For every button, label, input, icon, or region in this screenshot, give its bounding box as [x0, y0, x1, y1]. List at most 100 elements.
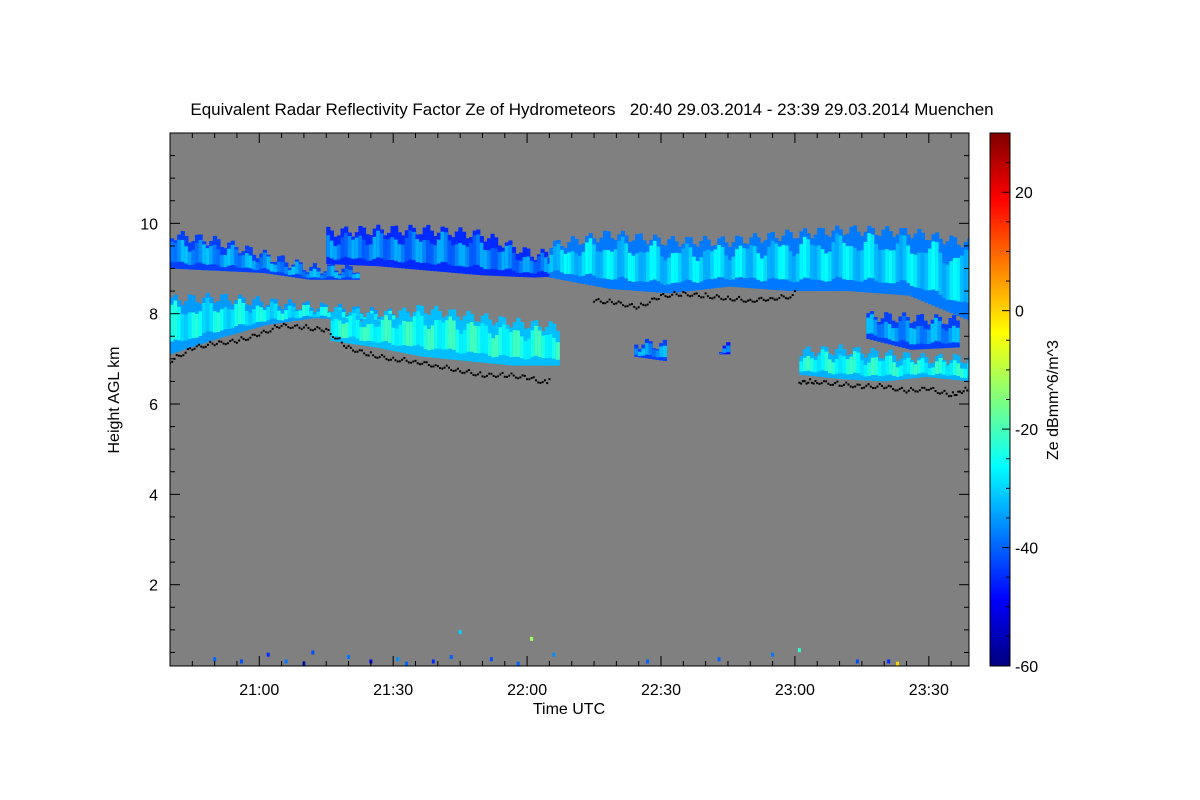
cloud-base-point	[962, 390, 965, 393]
cloud-core-cell	[627, 252, 633, 281]
cloud-core-cell	[892, 362, 897, 376]
cloud-core-cell	[806, 239, 811, 279]
cloud-core-cell	[888, 355, 893, 375]
cloud-core-cell	[606, 250, 611, 280]
cloud-base-point	[637, 306, 640, 309]
cloud-base-point	[539, 381, 542, 384]
cloud-base-point	[416, 362, 419, 365]
cloud-core-cell	[802, 236, 808, 278]
cloud-base-point	[843, 383, 846, 386]
cloud-core-cell	[942, 263, 947, 299]
cloud-base-point	[668, 295, 671, 298]
cloud-core-cell	[916, 326, 921, 344]
cloud-core-cell	[952, 360, 958, 375]
cloud-core-cell	[534, 326, 539, 356]
cloud-core-cell	[198, 239, 203, 263]
cloud-core-cell	[336, 244, 342, 260]
cloud-base-point	[322, 330, 325, 333]
cloud-base-point	[336, 337, 339, 340]
cloud-base-point	[452, 370, 455, 373]
cloud-core-cell	[340, 237, 345, 258]
cloud-core-cell	[899, 365, 904, 377]
cloud-core-cell	[888, 250, 893, 284]
cloud-core-cell	[348, 270, 353, 278]
cloud-core-cell	[881, 360, 886, 377]
clutter-point	[530, 636, 534, 641]
cloud-base-point	[742, 300, 745, 303]
cloud-core-cell	[358, 235, 363, 259]
cloud-core-cell	[810, 358, 815, 372]
cloud-base-point	[648, 301, 651, 304]
cloud-base-point	[930, 387, 933, 390]
cloud-core-cell	[494, 335, 500, 357]
cloud-base-point	[615, 302, 618, 305]
cloud-core-cell	[198, 311, 203, 337]
cloud-core-cell	[944, 331, 950, 344]
cloud-core-cell	[802, 357, 808, 371]
plot-background	[170, 133, 969, 666]
colorbar-label: Ze dBmm^6/m^3	[1045, 340, 1062, 460]
cloud-core-cell	[522, 257, 527, 273]
cloud-base-point	[740, 298, 743, 301]
cloud-core-cell	[173, 300, 178, 340]
cloud-base-point	[425, 361, 428, 364]
cloud-core-cell	[817, 355, 822, 372]
cloud-core-cell	[269, 263, 275, 272]
cloud-core-cell	[341, 272, 346, 278]
cloud-base-point	[874, 386, 877, 389]
cloud-core-cell	[287, 270, 293, 276]
clutter-point	[213, 657, 217, 662]
cloud-base-point	[490, 372, 493, 375]
cloud-core-cell	[194, 243, 200, 264]
cloud-base-point	[751, 300, 754, 303]
cloud-core-cell	[722, 348, 727, 353]
cloud-base-point	[298, 326, 301, 329]
cloud-base-point	[537, 381, 540, 384]
cloud-base-point	[677, 294, 680, 297]
cloud-core-cell	[552, 337, 557, 359]
cloud-core-cell	[486, 250, 492, 270]
cloud-core-cell	[477, 326, 482, 354]
cloud-core-cell	[323, 307, 328, 316]
chart-title: Equivalent Radar Reflectivity Factor Ze …	[190, 100, 993, 119]
cloud-core-cell	[330, 320, 335, 336]
cloud-base-point	[921, 386, 924, 389]
cloud-core-cell	[831, 362, 836, 375]
cloud-core-cell	[866, 317, 871, 334]
cloud-core-cell	[663, 260, 668, 285]
cloud-base-point	[244, 338, 247, 341]
cloud-core-cell	[230, 244, 235, 265]
cloud-core-cell	[713, 249, 718, 279]
cloud-layer-lower-layer-left	[170, 292, 414, 354]
cloud-core-cell	[527, 338, 532, 359]
cloud-base-point	[385, 358, 388, 361]
cloud-core-cell	[952, 325, 957, 343]
cloud-core-cell	[917, 360, 922, 374]
cloud-core-cell	[706, 249, 711, 280]
cloud-core-cell	[920, 252, 925, 290]
cloud-core-cell	[902, 316, 907, 341]
cloud-base-point	[664, 295, 667, 298]
cloud-base-point	[224, 343, 227, 346]
y-tick-label: 6	[149, 397, 158, 414]
cloud-core-cell	[390, 237, 395, 260]
cloud-core-cell	[444, 232, 449, 263]
cloud-base-point	[508, 374, 511, 377]
cloud-base-point	[238, 339, 241, 342]
cloud-base-point	[880, 384, 883, 387]
cloud-core-cell	[894, 327, 900, 342]
cloud-core-cell	[563, 253, 568, 274]
clutter-point	[489, 657, 493, 662]
cloud-core-cell	[885, 355, 890, 375]
cloud-core-cell	[372, 236, 377, 259]
cloud-core-cell	[927, 248, 933, 291]
cloud-core-cell	[899, 234, 904, 280]
cloud-core-cell	[241, 255, 246, 268]
cloud-core-cell	[756, 253, 761, 280]
cloud-core-cell	[838, 235, 843, 278]
clutter-point	[405, 661, 409, 666]
cloud-core-cell	[648, 343, 653, 356]
cloud-base-point	[847, 383, 850, 386]
cloud-base-point	[697, 294, 700, 297]
cloud-base-point	[530, 377, 533, 380]
